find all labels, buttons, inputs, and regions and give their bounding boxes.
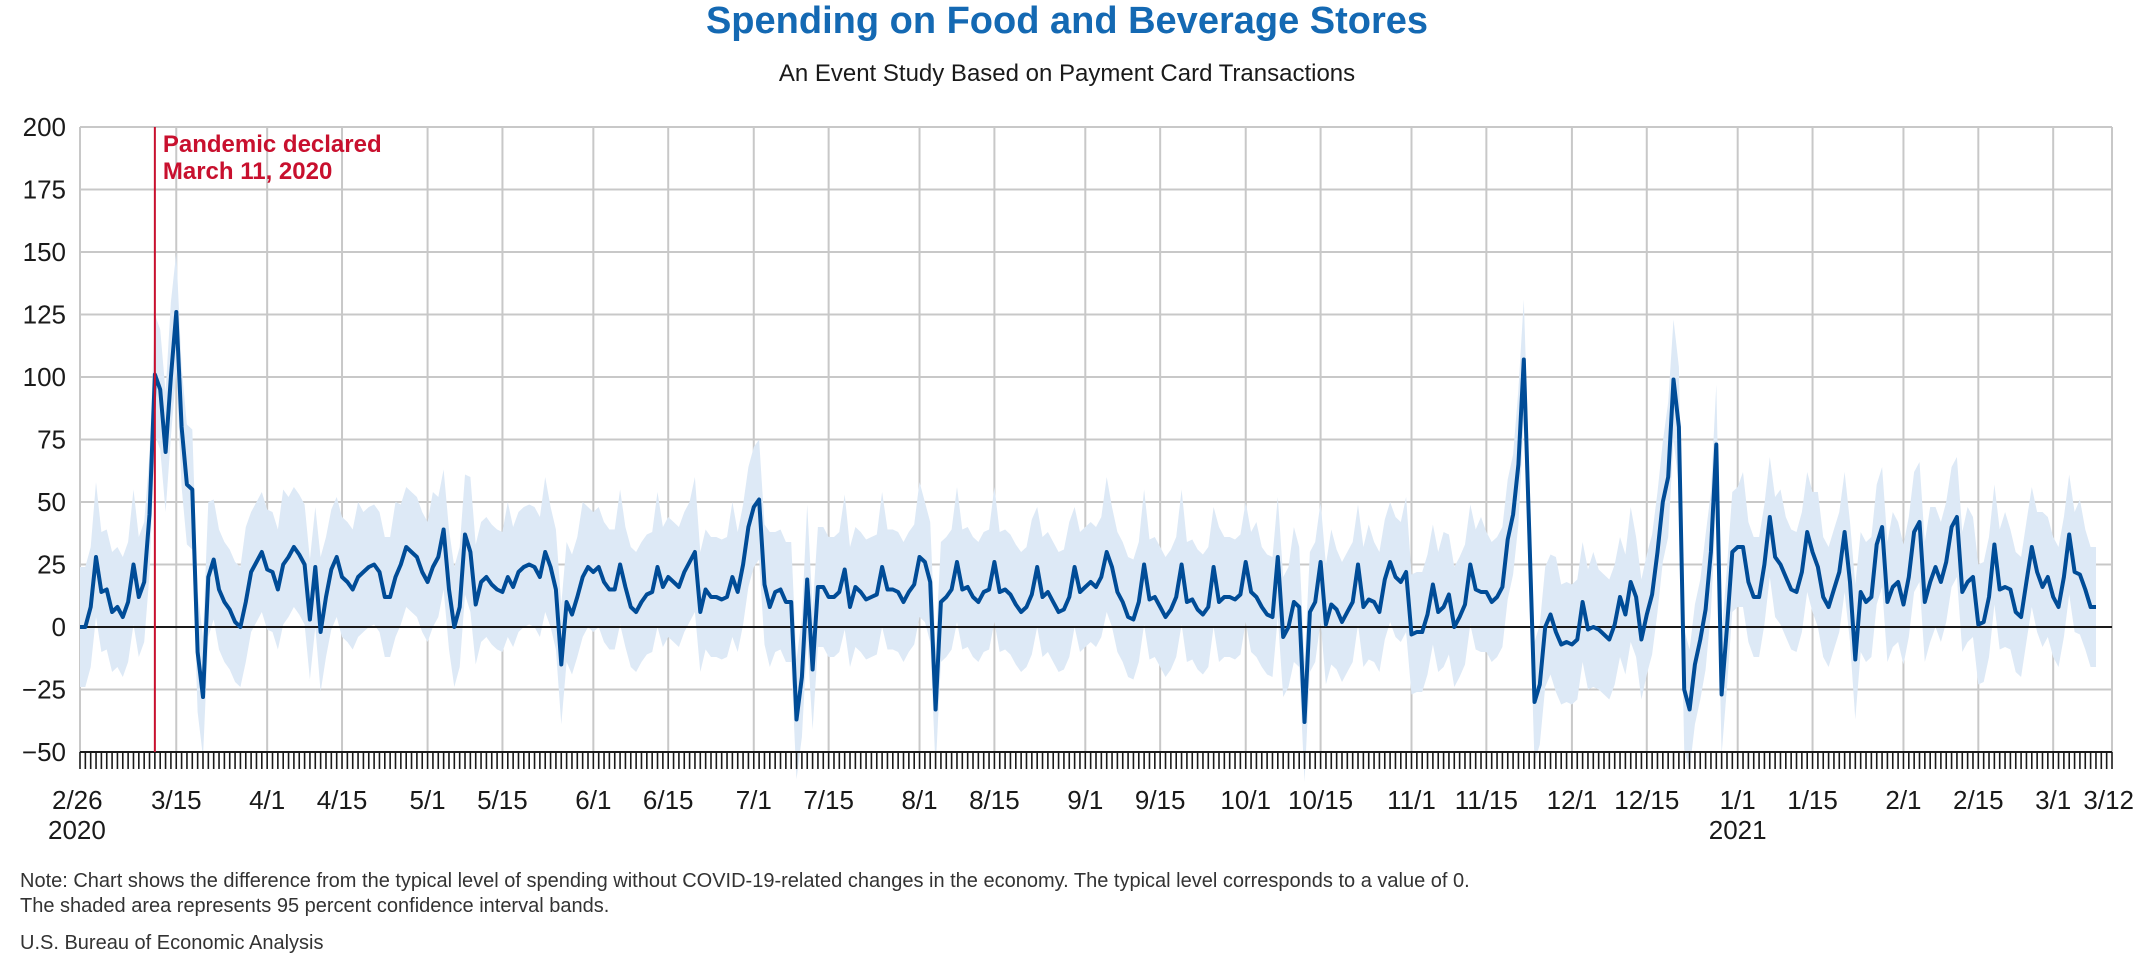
footnote-line-1: Note: Chart shows the difference from th… (20, 870, 1470, 892)
x-tick-label: 3/12 (2083, 785, 2134, 815)
x-tick-label: 8/15 (969, 785, 1020, 815)
x-tick-label: 2/26 (52, 785, 103, 815)
pandemic-annotation-label: March 11, 2020 (163, 158, 332, 185)
confidence-band (80, 252, 2096, 782)
x-tick-label: 11/1 (1387, 785, 1436, 815)
chart-subtitle: An Event Study Based on Payment Card Tra… (778, 60, 1356, 87)
y-tick-label: 200 (23, 112, 66, 142)
x-tick-label: 1/1 (1720, 785, 1756, 815)
x-year-label: 2020 (48, 815, 106, 845)
x-tick-label: 10/15 (1288, 785, 1353, 815)
x-tick-label: 12/1 (1547, 785, 1598, 815)
y-tick-label: 100 (23, 362, 66, 392)
x-year-label: 2021 (1709, 815, 1767, 845)
x-tick-label: 5/15 (477, 785, 528, 815)
x-tick-label: 6/1 (575, 785, 611, 815)
series-line-layer (80, 310, 2112, 724)
x-tick-label: 9/15 (1135, 785, 1186, 815)
y-tick-label: 50 (37, 487, 66, 517)
x-tick-label: 2/15 (1953, 785, 2004, 815)
y-tick-label: 175 (23, 175, 66, 205)
source-credit: U.S. Bureau of Economic Analysis (20, 932, 324, 954)
grid-layer (79, 126, 2113, 753)
x-tick-label: 8/1 (901, 785, 937, 815)
x-tick-label: 7/15 (803, 785, 854, 815)
y-tick-label: −25 (22, 675, 66, 705)
x-tick-label: 11/15 (1455, 785, 1518, 815)
series-line (80, 310, 2096, 724)
chart-title: Spending on Food and Beverage Stores (705, 0, 1429, 42)
y-tick-label: 0 (52, 612, 66, 642)
x-tick-label: 3/15 (151, 785, 202, 815)
x-tick-label: 12/15 (1614, 785, 1679, 815)
footnote-line-2: The shaded area represents 95 percent co… (20, 895, 610, 917)
x-tick-label: 2/1 (1885, 785, 1921, 815)
y-tick-label: 75 (37, 425, 66, 455)
x-tick-label: 5/1 (410, 785, 446, 815)
x-tick-label: 3/1 (2035, 785, 2071, 815)
x-tick-label: 1/15 (1787, 785, 1838, 815)
y-tick-label: −50 (22, 737, 66, 767)
y-tick-label: 25 (37, 550, 66, 580)
line-chart: 2001751501251007550250−25−502/2620203/15… (22, 112, 2134, 845)
x-tick-label: 7/1 (736, 785, 772, 815)
pandemic-annotation-label: Pandemic declared (163, 131, 382, 158)
x-tick-label: 9/1 (1067, 785, 1103, 815)
x-tick-label: 6/15 (643, 785, 694, 815)
y-tick-label: 150 (23, 237, 66, 267)
confidence-band-layer (80, 252, 2096, 782)
axis-layer: 2001751501251007550250−25−502/2620203/15… (22, 112, 2134, 845)
x-tick-label: 4/15 (317, 785, 368, 815)
x-tick-label: 4/1 (249, 785, 285, 815)
y-tick-label: 125 (23, 300, 66, 330)
x-tick-label: 10/1 (1220, 785, 1271, 815)
